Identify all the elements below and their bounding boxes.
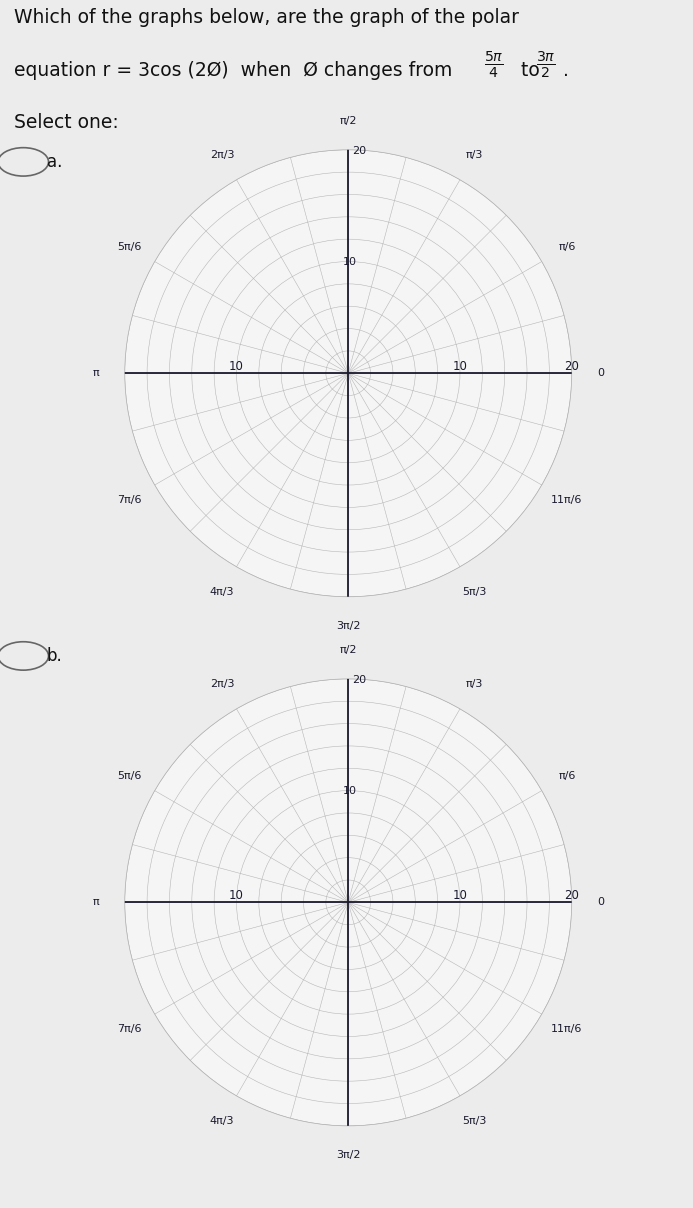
Text: 5π/6: 5π/6 bbox=[117, 771, 142, 782]
Text: 20: 20 bbox=[564, 360, 579, 373]
Text: 3π/2: 3π/2 bbox=[336, 1150, 360, 1160]
Text: π/2: π/2 bbox=[340, 116, 357, 126]
Text: a.: a. bbox=[46, 153, 62, 170]
Text: 10: 10 bbox=[453, 889, 467, 902]
Text: 2π/3: 2π/3 bbox=[210, 150, 234, 159]
Text: π: π bbox=[92, 368, 99, 378]
Text: 0: 0 bbox=[597, 898, 604, 907]
Text: 10: 10 bbox=[343, 257, 357, 267]
Text: 5π/6: 5π/6 bbox=[117, 242, 142, 252]
Text: Select one:: Select one: bbox=[14, 112, 119, 132]
Text: 20: 20 bbox=[352, 145, 366, 156]
Text: 7π/6: 7π/6 bbox=[117, 1023, 142, 1034]
Text: 4π/3: 4π/3 bbox=[210, 587, 234, 597]
Text: 20: 20 bbox=[564, 889, 579, 902]
Text: 10: 10 bbox=[453, 360, 467, 373]
Text: b.: b. bbox=[46, 647, 62, 664]
Text: equation r = 3cos (2Ø)  when  Ø changes from: equation r = 3cos (2Ø) when Ø changes fr… bbox=[14, 60, 458, 80]
Text: 10: 10 bbox=[343, 786, 357, 796]
Text: 11π/6: 11π/6 bbox=[551, 1023, 583, 1034]
Text: $\frac{5\pi}{4}$: $\frac{5\pi}{4}$ bbox=[484, 50, 503, 80]
Text: 10: 10 bbox=[229, 889, 244, 902]
Text: 20: 20 bbox=[352, 674, 366, 685]
Text: 3π/2: 3π/2 bbox=[336, 621, 360, 631]
Text: π/3: π/3 bbox=[466, 679, 483, 689]
Text: 10: 10 bbox=[229, 360, 244, 373]
Text: π/2: π/2 bbox=[340, 645, 357, 655]
Text: 7π/6: 7π/6 bbox=[117, 494, 142, 505]
Text: 5π/3: 5π/3 bbox=[462, 1116, 486, 1126]
Text: π/6: π/6 bbox=[559, 771, 576, 782]
Text: 2π/3: 2π/3 bbox=[210, 679, 234, 689]
Text: to: to bbox=[515, 60, 546, 80]
Text: 4π/3: 4π/3 bbox=[210, 1116, 234, 1126]
Text: $\frac{3\pi}{2}$: $\frac{3\pi}{2}$ bbox=[536, 50, 556, 80]
Text: 11π/6: 11π/6 bbox=[551, 494, 583, 505]
Text: Which of the graphs below, are the graph of the polar: Which of the graphs below, are the graph… bbox=[14, 8, 519, 28]
Text: 0: 0 bbox=[597, 368, 604, 378]
Text: .: . bbox=[563, 60, 569, 80]
Text: 5π/3: 5π/3 bbox=[462, 587, 486, 597]
Text: π/6: π/6 bbox=[559, 242, 576, 252]
Text: π: π bbox=[92, 898, 99, 907]
Text: π/3: π/3 bbox=[466, 150, 483, 159]
